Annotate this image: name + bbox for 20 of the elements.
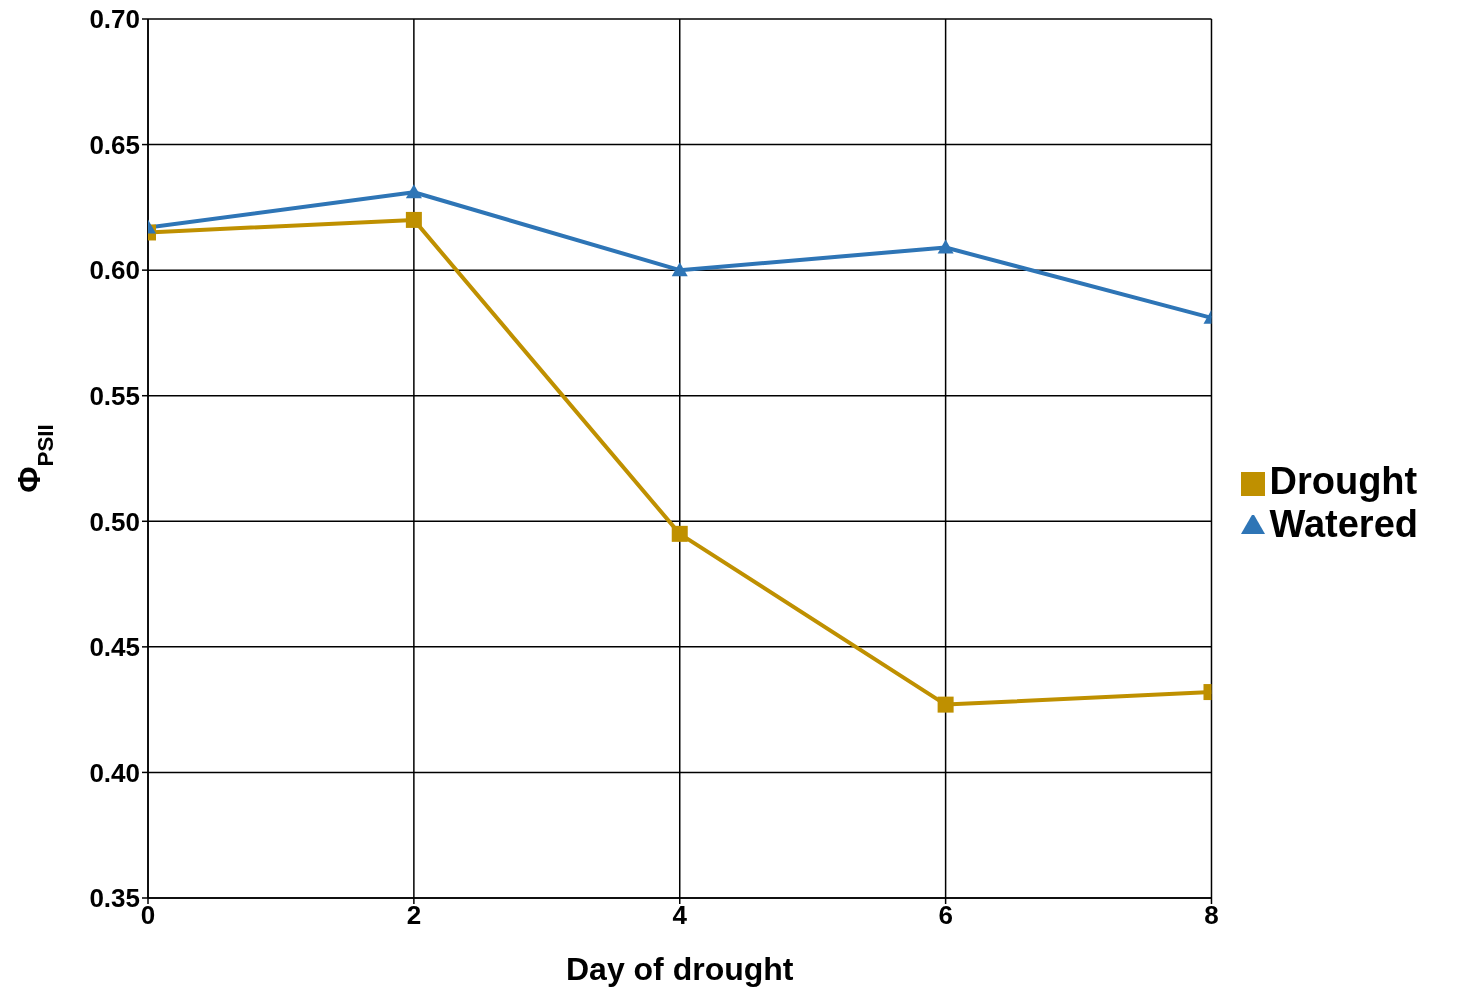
point <box>671 525 688 542</box>
y-tick-label: 0.40 <box>89 757 140 788</box>
legend-label: Drought <box>1269 460 1418 502</box>
x-tick-label: 0 <box>140 900 156 931</box>
y-tick-label: 0.55 <box>89 380 140 411</box>
point <box>671 262 688 277</box>
y-tick-label: 0.45 <box>89 632 140 663</box>
x-tick-label: 4 <box>672 900 688 931</box>
legend-label: Watered <box>1269 503 1418 545</box>
y-tick-label: 0.70 <box>89 4 140 35</box>
x-axis-title: Day of drought <box>565 951 794 987</box>
y-tick-label: 0.65 <box>89 129 140 160</box>
x-tick-label: 8 <box>1204 900 1219 931</box>
y-tick-label: 0.50 <box>89 506 140 537</box>
y-tick-label: 0.35 <box>89 883 140 914</box>
x-tick-label: 2 <box>406 900 422 931</box>
y-tick-label: 0.60 <box>89 255 140 286</box>
point <box>937 239 954 254</box>
point <box>937 696 954 713</box>
x-tick-label: 6 <box>938 900 953 931</box>
